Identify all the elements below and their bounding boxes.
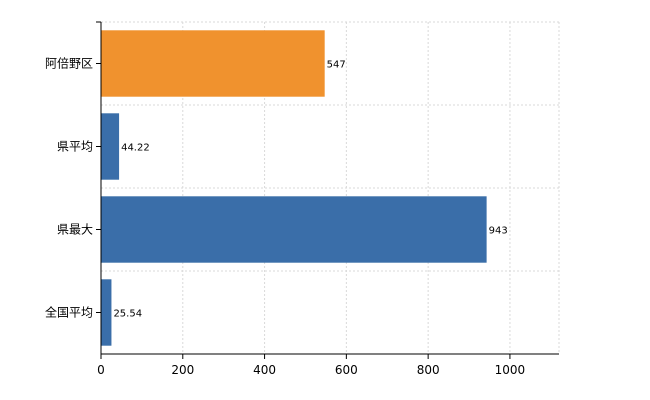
bar xyxy=(101,196,487,263)
data-label: 943 xyxy=(489,226,508,237)
category-label: 県最大 xyxy=(57,223,93,237)
label-layer: 阿倍野区 547 県平均 44.22 県最大 943 全国平均 25.54 0 200 400 600… xyxy=(45,56,525,378)
category-label: 県平均 xyxy=(57,140,93,154)
x-tick-label: 800 xyxy=(417,363,440,377)
category-label: 阿倍野区 xyxy=(45,56,93,71)
data-label: 25.54 xyxy=(113,309,142,320)
axis-layer xyxy=(96,21,559,359)
x-tick-label: 200 xyxy=(171,363,194,377)
x-tick-label: 600 xyxy=(335,363,358,377)
bar xyxy=(101,30,325,97)
x-tick-label: 400 xyxy=(253,363,276,377)
x-tick-label: 0 xyxy=(97,363,105,377)
bar-layer xyxy=(101,30,487,346)
data-label: 547 xyxy=(327,60,346,71)
bar xyxy=(101,113,120,180)
category-label: 全国平均 xyxy=(45,305,93,320)
data-label: 44.22 xyxy=(121,143,150,154)
x-tick-label: 1000 xyxy=(495,363,526,377)
bar xyxy=(101,279,112,346)
